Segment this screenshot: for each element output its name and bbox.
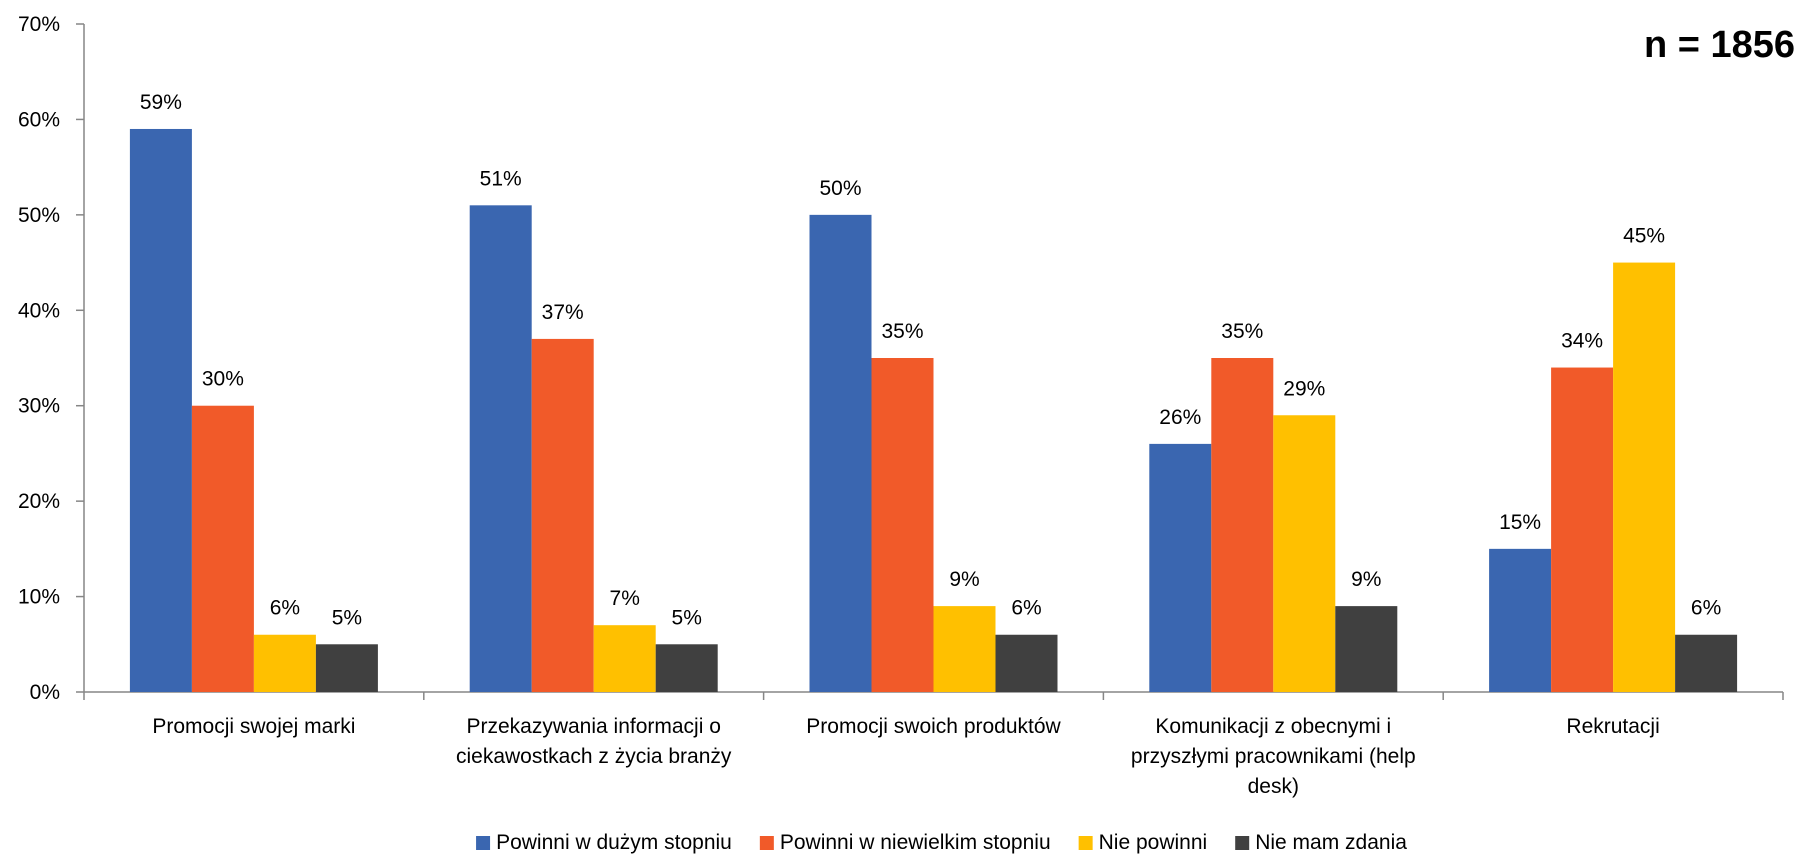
- data-label: 35%: [881, 320, 923, 343]
- data-label: 45%: [1623, 225, 1665, 248]
- category-labels: Promocji swojej marki Przekazywania infor…: [152, 715, 1659, 798]
- bar: [1489, 548, 1552, 692]
- data-label: 29%: [1283, 377, 1325, 400]
- bar: [191, 405, 254, 692]
- category-label: przyszłymi pracownikami (help: [1131, 745, 1416, 768]
- category-label: Komunikacji z obecnymi i: [1155, 715, 1391, 738]
- bar: [129, 128, 192, 692]
- legend-swatch: [476, 836, 491, 850]
- bar: [1273, 415, 1336, 692]
- y-tick-label: 20%: [18, 490, 60, 513]
- bar: [871, 358, 934, 692]
- y-tick-label: 50%: [18, 204, 60, 227]
- data-label: 59%: [140, 91, 182, 114]
- data-label: 6%: [270, 597, 300, 620]
- data-label: 7%: [610, 587, 640, 610]
- data-label: 35%: [1221, 320, 1263, 343]
- bar: [995, 634, 1058, 692]
- bar: [315, 644, 378, 692]
- legend-label: Powinni w niewielkim stopniu: [780, 831, 1051, 854]
- bar: [1675, 634, 1738, 692]
- legend-swatch: [1078, 836, 1093, 850]
- bar: [933, 606, 996, 692]
- y-tick-label: 40%: [18, 299, 60, 322]
- category-label: Rekrutacji: [1566, 715, 1659, 738]
- data-label: 9%: [949, 568, 979, 591]
- y-tick-label: 30%: [18, 395, 60, 418]
- bar: [1149, 443, 1212, 692]
- bar: [593, 625, 656, 692]
- data-label: 6%: [1691, 597, 1721, 620]
- data-label: 5%: [672, 606, 702, 629]
- data-label: 9%: [1351, 568, 1381, 591]
- category-label: ciekawostkach z życia branży: [456, 745, 732, 768]
- data-labels: 59% 30% 6% 5% 51% 37% 7% 5% 50% 35% 9% 6% 26% 35% 29% 9…: [140, 91, 1721, 629]
- data-label: 51%: [480, 167, 522, 190]
- data-label: 15%: [1499, 511, 1541, 534]
- bars: [129, 128, 1738, 693]
- bar: [531, 338, 594, 692]
- data-label: 34%: [1561, 330, 1603, 353]
- legend-swatch: [759, 836, 774, 850]
- y-tick-label: 60%: [18, 108, 60, 131]
- bar: [1335, 606, 1398, 692]
- bar: [655, 644, 718, 692]
- bar: [469, 205, 532, 693]
- bar: [809, 214, 872, 692]
- y-tick-label: 70%: [18, 13, 60, 36]
- category-label: desk): [1248, 775, 1299, 798]
- category-label: Promocji swojej marki: [152, 715, 355, 738]
- category-label: Promocji swoich produktów: [806, 715, 1061, 738]
- bar: [253, 634, 316, 692]
- data-label: 50%: [819, 177, 861, 200]
- data-label: 37%: [542, 301, 584, 324]
- data-label: 5%: [332, 606, 362, 629]
- bar: [1551, 367, 1614, 692]
- legend-label: Powinni w dużym stopniu: [496, 831, 732, 854]
- bar: [1211, 358, 1274, 692]
- data-label: 30%: [202, 368, 244, 391]
- legend: Powinni w dużym stopniu Powinni w niewiel…: [476, 831, 1407, 854]
- y-tick-label: 10%: [18, 586, 60, 609]
- data-label: 6%: [1011, 597, 1041, 620]
- sample-size-annotation: n = 1856: [1644, 24, 1795, 66]
- legend-label: Nie powinni: [1099, 831, 1208, 854]
- legend-label: Nie mam zdania: [1255, 831, 1407, 854]
- bar: [1613, 262, 1676, 692]
- data-label: 26%: [1159, 406, 1201, 429]
- category-label: Przekazywania informacji o: [466, 715, 720, 738]
- legend-swatch: [1235, 836, 1250, 850]
- y-tick-label: 0%: [30, 681, 60, 704]
